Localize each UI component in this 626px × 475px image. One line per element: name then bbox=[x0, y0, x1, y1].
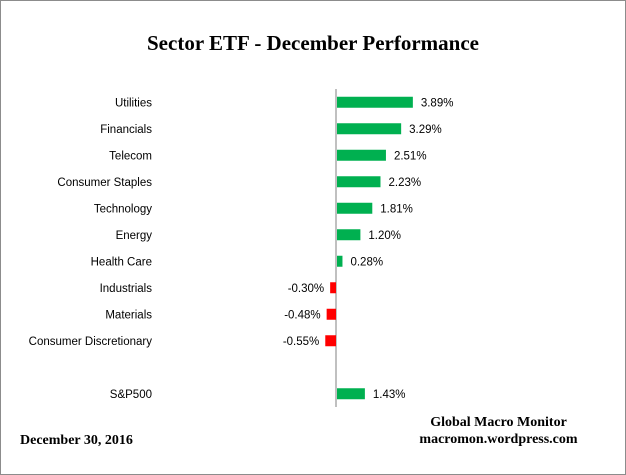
bar bbox=[337, 96, 413, 108]
category-label: Materials bbox=[105, 309, 152, 321]
category-label: Technology bbox=[94, 203, 152, 215]
data-label: 3.29% bbox=[409, 124, 442, 136]
source-credit: Global Macro Monitor macromon.wordpress.… bbox=[396, 414, 601, 448]
data-label: 0.28% bbox=[350, 256, 383, 268]
source-url: macromon.wordpress.com bbox=[419, 432, 578, 447]
bar bbox=[337, 123, 402, 135]
category-label: Consumer Staples bbox=[57, 177, 152, 189]
data-label: 1.81% bbox=[380, 203, 413, 215]
bar bbox=[326, 308, 336, 320]
category-label: Consumer Discretionary bbox=[29, 336, 153, 348]
bar bbox=[337, 149, 386, 161]
data-label: 1.43% bbox=[373, 389, 406, 401]
data-label: 1.20% bbox=[368, 230, 401, 242]
category-label: Utilities bbox=[115, 97, 152, 109]
data-label: 3.89% bbox=[421, 97, 454, 109]
chart-title: Sector ETF - December Performance bbox=[147, 31, 479, 55]
data-label: 2.51% bbox=[394, 150, 427, 162]
bar bbox=[325, 335, 336, 347]
bar bbox=[337, 229, 361, 241]
data-label: -0.55% bbox=[283, 336, 319, 348]
bar bbox=[337, 388, 365, 400]
bar bbox=[337, 176, 381, 188]
category-label: Financials bbox=[100, 124, 152, 136]
source-name: Global Macro Monitor bbox=[430, 415, 567, 430]
category-label: Energy bbox=[116, 230, 153, 242]
data-label: -0.48% bbox=[284, 309, 320, 321]
category-label: Health Care bbox=[91, 256, 152, 268]
bar bbox=[337, 255, 343, 267]
category-label: Telecom bbox=[109, 150, 152, 162]
data-label: 2.23% bbox=[388, 177, 421, 189]
chart-date: December 30, 2016 bbox=[20, 433, 133, 448]
bar bbox=[337, 202, 373, 214]
bar bbox=[330, 282, 336, 294]
category-label: Industrials bbox=[100, 283, 153, 295]
data-label: -0.30% bbox=[288, 283, 324, 295]
category-label: S&P500 bbox=[110, 389, 152, 401]
